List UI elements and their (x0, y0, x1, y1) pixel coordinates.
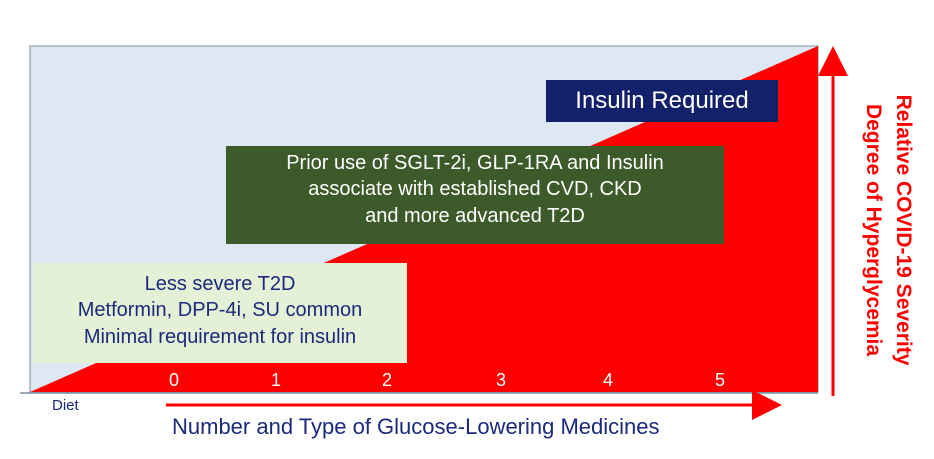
sglt-line: associate with established CVD, CKD (308, 178, 642, 201)
tick-label: 3 (495, 370, 507, 390)
sglt-line: Prior use of SGLT-2i, GLP-1RA and Insuli… (286, 152, 664, 174)
less-severe-t2d-box: Less severe T2D Metformin, DPP-4i, SU co… (33, 263, 407, 363)
diet-label: Diet (52, 397, 79, 414)
y-axis-title-line2: Degree of Hyperglycemia (862, 104, 885, 356)
tick-label: 1 (270, 370, 282, 390)
t2d-line: Less severe T2D (144, 273, 296, 295)
y-axis-title-line1: Relative COVID-19 Severity (892, 95, 915, 366)
t2d-line: Metformin, DPP-4i, SU common (77, 299, 363, 322)
tick-label: 2 (381, 370, 393, 390)
tick-label: 4 (602, 370, 614, 390)
insulin-required-box: Insulin Required (546, 80, 778, 122)
y-axis-title: Relative COVID-19 Severity Degree of Hyp… (847, 50, 917, 410)
t2d-line: Minimal requirement for insulin (83, 325, 357, 348)
sglt-box: Prior use of SGLT-2i, GLP-1RA and Insuli… (226, 146, 724, 244)
tick-label: 0 (168, 370, 180, 390)
sglt-line: and more advanced T2D (365, 204, 585, 227)
tick-label: 5 (714, 370, 726, 390)
x-axis-title: Number and Type of Glucose-Lowering Medi… (172, 414, 660, 439)
